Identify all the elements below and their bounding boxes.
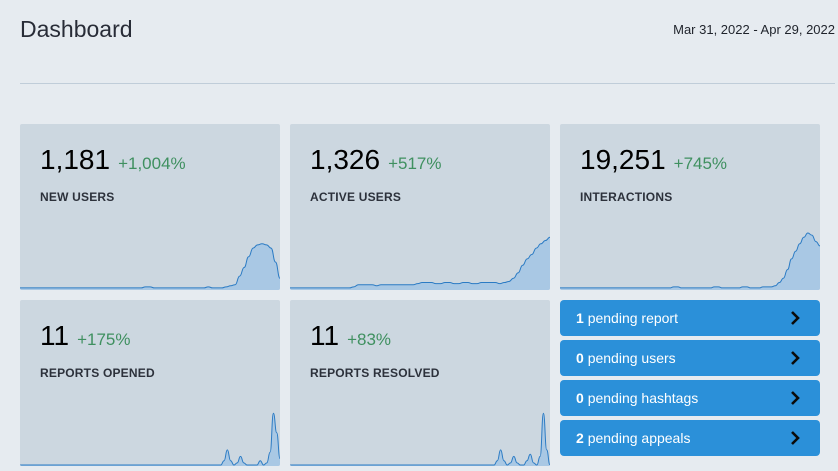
card-value: 11 bbox=[310, 320, 340, 351]
action-text: pending hashtags bbox=[587, 390, 699, 406]
sparkline-area bbox=[290, 237, 550, 290]
chevron-right-icon bbox=[791, 391, 800, 405]
action-text: pending users bbox=[587, 350, 676, 366]
sparkline-area bbox=[560, 233, 820, 290]
action-label: 2 pending appeals bbox=[576, 430, 690, 446]
dashboard-header: Dashboard Mar 31, 2022 - Apr 29, 2022 bbox=[20, 0, 835, 84]
pending-users-button[interactable]: 0 pending users bbox=[560, 340, 820, 376]
action-label: 0 pending hashtags bbox=[576, 390, 698, 406]
pending-reports-button[interactable]: 1 pending report bbox=[560, 300, 820, 336]
pending-hashtags-button[interactable]: 0 pending hashtags bbox=[560, 380, 820, 416]
card-value-row: 11 +83% bbox=[310, 320, 391, 352]
date-range: Mar 31, 2022 - Apr 29, 2022 bbox=[673, 22, 835, 37]
card-value: 1,326 bbox=[310, 144, 381, 175]
card-value: 19,251 bbox=[580, 144, 666, 175]
card-label: NEW USERS bbox=[40, 190, 115, 204]
card-value-row: 1,181 +1,004% bbox=[40, 144, 186, 176]
sparkline-line bbox=[20, 243, 280, 289]
action-text: pending report bbox=[587, 310, 678, 326]
card-delta: +517% bbox=[388, 154, 442, 173]
sparkline bbox=[560, 232, 820, 290]
sparkline-area bbox=[20, 243, 280, 290]
card-label: REPORTS OPENED bbox=[40, 366, 155, 380]
card-delta: +1,004% bbox=[118, 154, 186, 173]
card-delta: +175% bbox=[77, 330, 131, 349]
sparkline-area bbox=[290, 413, 550, 466]
card-label: INTERACTIONS bbox=[580, 190, 673, 204]
action-count: 0 bbox=[576, 350, 584, 366]
page-title: Dashboard bbox=[20, 16, 133, 42]
action-count: 0 bbox=[576, 390, 584, 406]
action-text: pending appeals bbox=[587, 430, 691, 446]
active-users-card: 1,326 +517% ACTIVE USERS bbox=[290, 124, 550, 290]
card-value-row: 11 +175% bbox=[40, 320, 131, 352]
chevron-right-icon bbox=[791, 431, 800, 445]
sparkline bbox=[290, 412, 550, 466]
pending-appeals-button[interactable]: 2 pending appeals bbox=[560, 420, 820, 456]
sparkline-line bbox=[290, 412, 550, 466]
card-value: 1,181 bbox=[40, 144, 111, 175]
card-label: ACTIVE USERS bbox=[310, 190, 402, 204]
card-label: REPORTS RESOLVED bbox=[310, 366, 440, 380]
new-users-card: 1,181 +1,004% NEW USERS bbox=[20, 124, 280, 290]
action-count: 1 bbox=[576, 310, 584, 326]
card-delta: +83% bbox=[347, 330, 392, 349]
reports-resolved-card: 11 +83% REPORTS RESOLVED bbox=[290, 300, 550, 466]
sparkline bbox=[20, 243, 280, 290]
sparkline-area bbox=[20, 413, 280, 466]
chevron-right-icon bbox=[791, 311, 800, 325]
card-value-row: 19,251 +745% bbox=[580, 144, 727, 176]
card-value: 11 bbox=[40, 320, 70, 351]
sparkline-line bbox=[560, 232, 820, 289]
action-label: 0 pending users bbox=[576, 350, 676, 366]
interactions-card: 19,251 +745% INTERACTIONS bbox=[560, 124, 820, 290]
sparkline-line bbox=[290, 236, 550, 289]
action-count: 2 bbox=[576, 430, 584, 446]
action-label: 1 pending report bbox=[576, 310, 678, 326]
sparkline bbox=[290, 236, 550, 290]
card-delta: +745% bbox=[673, 154, 728, 173]
sparkline-line bbox=[20, 412, 280, 466]
chevron-right-icon bbox=[791, 351, 800, 365]
reports-opened-card: 11 +175% REPORTS OPENED bbox=[20, 300, 280, 466]
sparkline bbox=[20, 412, 280, 466]
card-value-row: 1,326 +517% bbox=[310, 144, 442, 176]
